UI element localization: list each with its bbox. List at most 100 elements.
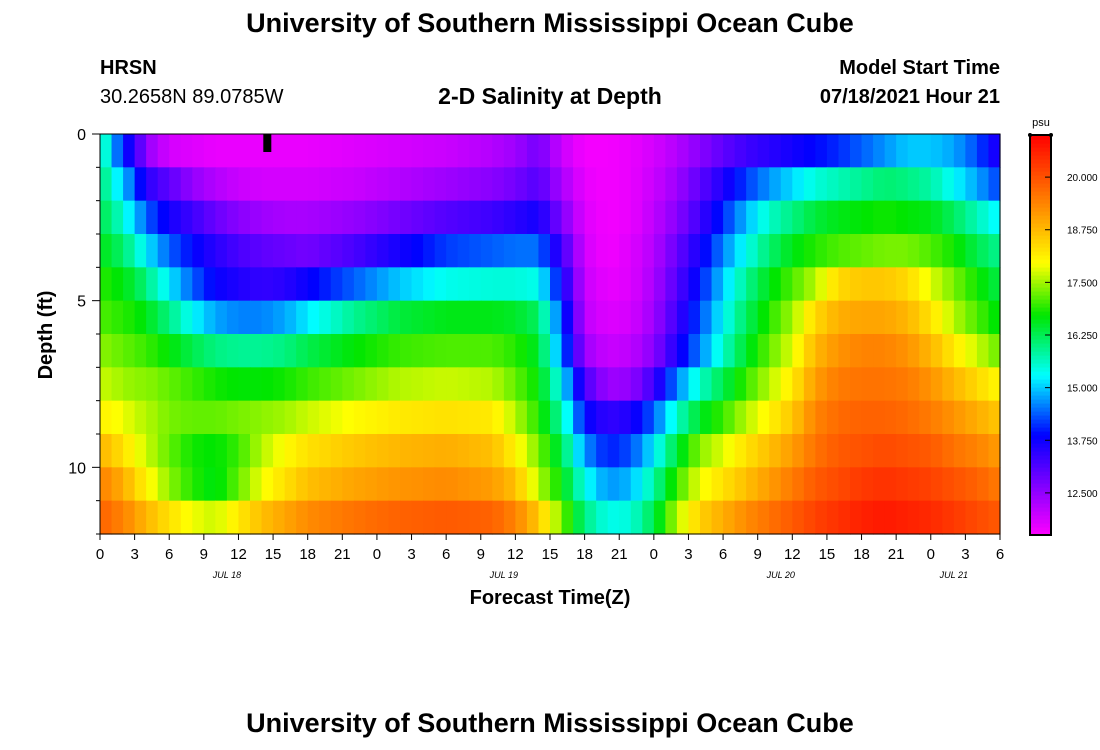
colorbar-cell — [1030, 511, 1051, 516]
colorbar-cell — [1030, 367, 1051, 372]
heatmap-cell — [538, 367, 551, 402]
heatmap-cell — [584, 200, 597, 235]
heatmap-cell — [826, 234, 840, 268]
heatmap-cell — [873, 434, 886, 468]
heatmap-cell — [803, 334, 816, 368]
heatmap-cell — [676, 400, 690, 435]
heatmap-cell — [365, 267, 378, 302]
heatmap-cell — [411, 300, 424, 335]
heatmap-cell — [850, 467, 863, 502]
colorbar: psu 12.500 13.750 15.000 16.250 17.500 18.750… — [1028, 117, 1098, 536]
heatmap-cell — [157, 500, 170, 535]
heatmap-cell — [411, 500, 424, 535]
heatmap-cell — [215, 500, 228, 535]
heatmap-cell — [250, 167, 263, 202]
heatmap-cell — [873, 300, 886, 335]
heatmap-cell — [330, 300, 343, 335]
heatmap-cell — [480, 334, 493, 368]
heatmap-cell — [861, 134, 874, 168]
heatmap-cell — [803, 200, 816, 235]
heatmap-cell — [653, 500, 666, 535]
colorbar-cell — [1030, 371, 1051, 376]
heatmap-cell — [515, 134, 528, 168]
heatmap-cell — [423, 167, 436, 202]
y-tick-label: 0 — [77, 127, 86, 144]
heatmap-cell — [226, 334, 240, 368]
heatmap-cell — [238, 267, 251, 302]
heatmap-cell — [284, 400, 297, 435]
heatmap-cell — [896, 134, 909, 168]
heatmap-cell — [250, 200, 263, 235]
colorbar-cell — [1030, 415, 1051, 420]
heatmap-cell — [723, 167, 736, 202]
heatmap-cell — [930, 400, 943, 435]
heatmap-cell — [965, 334, 978, 368]
heatmap-cell — [769, 300, 782, 335]
heatmap-cell — [503, 334, 516, 368]
colorbar-cell — [1030, 339, 1051, 344]
heatmap-cell — [688, 434, 701, 468]
heatmap-cell — [434, 167, 447, 202]
heatmap-cell — [365, 234, 378, 268]
heatmap-cell — [723, 134, 736, 168]
heatmap-cell — [942, 367, 955, 402]
heatmap-cell — [630, 467, 643, 502]
heatmap-cell — [376, 500, 390, 535]
heatmap-cell — [503, 400, 516, 435]
heatmap-cell — [134, 500, 147, 535]
heatmap-cell — [630, 500, 643, 535]
heatmap-cell — [261, 200, 274, 235]
heatmap-cell — [596, 467, 609, 502]
heatmap-cell — [619, 234, 632, 268]
heatmap-cell — [907, 234, 920, 268]
heatmap-cell — [434, 234, 447, 268]
heatmap-cell — [803, 267, 816, 302]
heatmap-cell — [550, 167, 563, 202]
heatmap-cell — [815, 334, 828, 368]
heatmap-cell — [976, 267, 990, 302]
heatmap-cell — [434, 300, 447, 335]
heatmap-cell — [469, 400, 482, 435]
heatmap-cell — [780, 134, 793, 168]
heatmap-cell — [469, 300, 482, 335]
heatmap-cell — [630, 134, 643, 168]
heatmap-cell — [561, 167, 574, 202]
heatmap-cell — [607, 500, 620, 535]
heatmap-cell — [653, 467, 666, 502]
heatmap-cell — [457, 200, 470, 235]
heatmap-cell — [665, 267, 678, 302]
heatmap-cell — [100, 234, 113, 268]
heatmap-cell — [123, 367, 136, 402]
heatmap-cell — [215, 434, 228, 468]
heatmap-cell — [676, 334, 690, 368]
heatmap-cell — [930, 367, 943, 402]
colorbar-cell — [1030, 263, 1051, 268]
heatmap-cell — [123, 467, 136, 502]
x-tick-label: 15 — [542, 546, 559, 563]
heatmap-cell — [942, 134, 955, 168]
heatmap-cell — [619, 267, 632, 302]
colorbar-cell — [1030, 363, 1051, 368]
heatmap-cell — [123, 434, 136, 468]
heatmap-cell — [503, 434, 516, 468]
x-tick-label: 3 — [407, 546, 415, 563]
colorbar-cell — [1030, 215, 1051, 220]
heatmap-cell — [780, 400, 793, 435]
colorbar-cell — [1030, 467, 1051, 472]
heatmap-cell — [203, 467, 216, 502]
heatmap-cell — [538, 434, 551, 468]
heatmap-cell — [330, 334, 343, 368]
heatmap-cell — [607, 234, 620, 268]
heatmap-cell — [226, 167, 240, 202]
heatmap-cell — [538, 200, 551, 235]
heatmap-cell — [976, 367, 990, 402]
heatmap-cell — [238, 367, 251, 402]
heatmap-cell — [434, 200, 447, 235]
heatmap-cell — [250, 267, 263, 302]
heatmap-cell — [676, 167, 690, 202]
heatmap-cell — [353, 200, 366, 235]
heatmap-cell — [976, 200, 990, 235]
heatmap-cell — [873, 367, 886, 402]
heatmap-cell — [411, 134, 424, 168]
heatmap-cell — [146, 167, 159, 202]
